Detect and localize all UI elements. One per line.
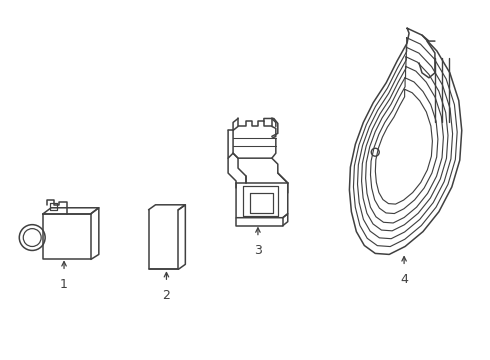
Text: 2: 2 xyxy=(163,289,171,302)
Text: 4: 4 xyxy=(400,273,408,286)
Text: 3: 3 xyxy=(254,244,262,257)
Text: 1: 1 xyxy=(60,278,68,291)
